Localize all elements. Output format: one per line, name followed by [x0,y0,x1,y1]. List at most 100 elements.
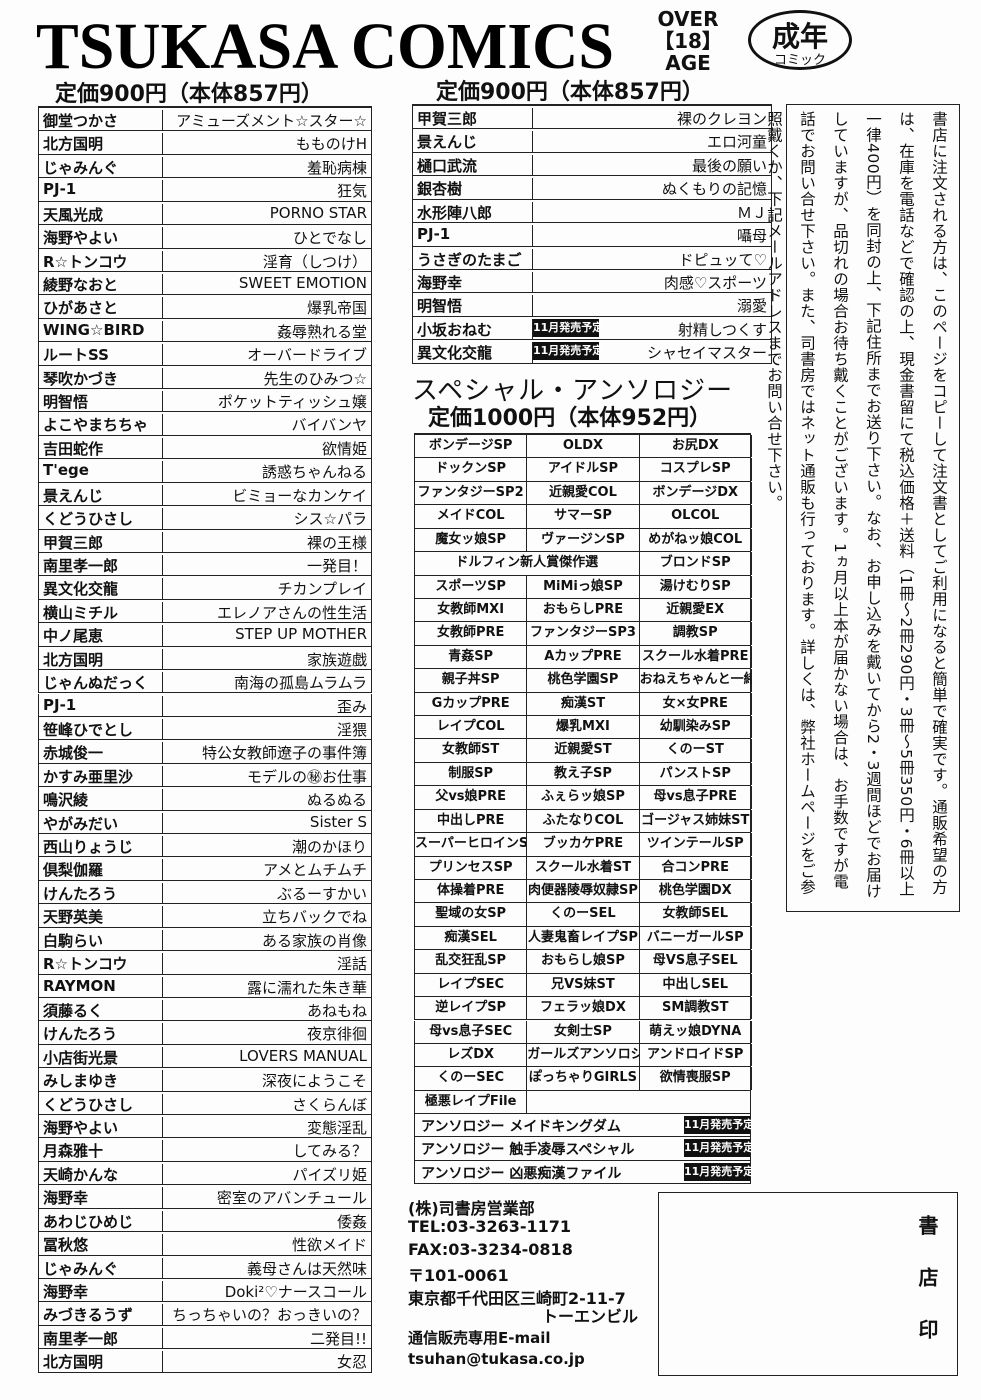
author: みしまゆき [43,1070,163,1091]
grid-row: 母vs息子SEC 女剣士SP 萌えッ娘DYNA [414,1020,752,1044]
grid-row: 父vs娘PRE ふぇらッ娘SP 母vs息子PRE [414,786,752,810]
list-row: 綾野なおと SWEET EMOTION [38,271,372,296]
grid-cell: OLDX [527,435,640,458]
author: 鳴沢綾 [43,789,163,810]
author: 吉田蛇作 [43,437,163,459]
grid-cell: 兄VS妹ST [527,973,640,997]
grid-cell: 桃色学園SP [527,669,640,692]
grid-cell: 女教師PRE [415,622,528,645]
author: うさぎのたまご [417,248,533,269]
author: 小店街光景 [43,1046,163,1068]
title: ポケットティッシュ嬢 [217,393,367,412]
list-row: 海野やよい ひとでなし [38,225,372,249]
grid-cell: SM調教ST [640,997,752,1020]
grid-cell: ファンタジーSP2 [415,481,528,505]
contact-line: 通信販売専用E-mail [408,1329,551,1347]
list-row: 異文化交龍 チカンプレイ [38,576,372,600]
grid-cell: OLCOL [640,505,752,528]
author: 赤城俊一 [43,742,163,763]
list-row: みづきるうず ちっちゃいの？おっきいの？ [38,1302,372,1326]
grid-cell: くのーST [640,739,752,762]
grid-cell: アンドロイドSP [640,1043,752,1067]
author: 綾野なおと [43,273,163,295]
grid-cell: 教え子SP [527,762,640,786]
grid-row: 青姦SP AカップPRE スクール水着PRE [414,645,752,670]
title: エロ河童 [706,133,767,152]
title: 射精しつくす [677,320,767,339]
title: 義母さんは天然味 [246,1259,367,1278]
grid-cell: スポーツSP [415,575,528,598]
grid-cell: 萌えッ娘DYNA [640,1020,752,1043]
release-badge: 11月発売予定 [684,1116,754,1134]
title: チカンプレイ [277,580,367,599]
author: WING☆BIRD [43,320,163,342]
age-badge: 【18】 [654,29,722,53]
author: よこやまちちゃ [43,414,163,435]
grid-cell: 調教SP [640,622,752,645]
contact-line: 東京都千代田区三崎町2-11-7 [408,1289,626,1308]
list-row: けんたろう ぶるーすかい [38,880,372,905]
title: モデルの㊙お仕事 [246,767,367,786]
title: 最後の願い [691,156,767,175]
author: じゃみんぐ [43,1257,163,1278]
title: 羞恥病棟 [306,158,367,177]
grid-row: 極悪レイプFile [414,1090,751,1115]
grid-cell: 欲情喪服SP [640,1067,752,1090]
age-badge: OVER [657,7,719,31]
author: かすみ亜里沙 [43,765,163,787]
author: やがみだい [43,812,163,833]
grid-cell: ファンタジーSP3 [527,622,640,645]
title: 特公女教師遼子の事件簿 [201,744,367,763]
title: 囁母 [736,227,767,246]
list-row: かすみ亜里沙 モデルの㊙お仕事 [38,763,372,788]
author: 海野幸 [43,1281,163,1302]
price: 定価900円（本体857円） [55,82,323,107]
contact-line: トーエンビル [542,1307,639,1326]
title: Sister S [309,812,367,831]
grid-row: 乱交狂乱SP おもらし娘SP 母VS息子SEL [414,950,752,974]
list-row: 小店街光景 LOVERS MANUAL [38,1044,372,1069]
price: 定価900円（本体857円） [436,80,704,105]
grid-row: 女教師ST 近親愛ST くのーST [414,739,752,763]
author: 南里孝一郎 [43,554,163,576]
title: ある家族の肖像 [261,931,367,950]
title: ビミョーなカンケイ [232,486,367,505]
title: 性欲メイド [291,1236,367,1255]
title: 誘惑ちゃんねる [261,463,367,482]
list-row: 明智悟 溺愛 [412,293,772,317]
title: STEP UP MOTHER [235,625,367,644]
grid-row: スポーツSP MiMiっ娘SP 湯けむりSP [414,575,752,599]
grid-cell: 中出しPRE [415,809,528,833]
grid-cell: サマーSP [527,505,640,528]
grid-cell: 桃色学園DX [640,879,752,903]
list-row: 須藤るく あねもね [38,997,372,1022]
grid-cell: レイプSEC [415,973,528,997]
author: 銀杏樹 [417,178,533,199]
list-row: 冨秋悠 性欲メイド [38,1232,372,1256]
list-row: 景えんじ ビミョーなカンケイ [38,482,372,507]
title: アメとムチムチ [263,861,367,880]
grid-cell: アイドルSP [527,458,640,481]
anthology-title: アンソロジー メイドキングダム [421,1119,621,1135]
author: T'ege [43,461,163,482]
list-row: 天風光成 PORNO STAR [38,201,372,226]
grid-row: 中出しPRE ふたなりCOL ゴージャス姉妹ST [414,809,752,834]
grid-cell: 痴漢SEL [415,926,528,950]
author: 異文化交龍 [43,578,163,599]
title: 裸のクレヨン [676,110,767,128]
grid-cell: 幼馴染みSP [640,716,752,739]
author: 月森雅十 [43,1140,163,1161]
grid-cell: 乱交狂乱SP [415,950,528,973]
grid-cell: 母vs息子PRE [640,786,752,809]
grid-cell: フェラッ娘DX [527,997,640,1020]
grid-row: 魔女ッ娘SP ヴァージンSP めがねッ娘COL [414,528,752,553]
title: 露に濡れた朱き華 [246,978,367,997]
list-row: 中ノ尾恵 STEP UP MOTHER [38,623,372,647]
list-row: うさぎのたまご ドピュッて♡ [412,246,772,270]
author: 西山りょうじ [43,836,163,857]
list-row: 月森雅十 してみる？ [38,1138,372,1162]
author: 明智悟 [43,391,163,412]
author: 天崎かんな [43,1163,163,1185]
grid-row: レズDXガールズアンソロジーハピネスアンドロイドSP [414,1043,752,1068]
author: 樋口武流 [417,154,533,176]
